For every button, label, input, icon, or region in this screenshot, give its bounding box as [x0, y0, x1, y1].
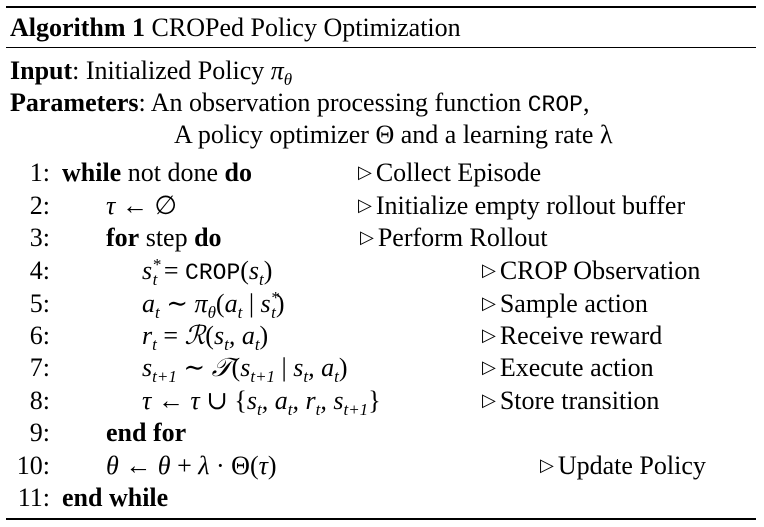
comment-marker: ▷ — [482, 325, 496, 345]
input-text: Initialized Policy — [85, 56, 271, 85]
line-code: τ ← τ ∪ {st, at, rt, st+1} — [142, 386, 381, 419]
kw-do: do — [194, 223, 222, 252]
algorithm-name: CROPed Policy Optimization — [151, 13, 461, 42]
line-number: 8: — [29, 386, 50, 415]
line-comment: ▷ Execute action — [482, 352, 654, 386]
algorithm-line-11: 11: end while — [6, 482, 758, 514]
algorithm-line-3: 3: for step do ▷ Perform Rollout — [6, 222, 758, 254]
line-comment: ▷ Initialize empty rollout buffer — [358, 190, 685, 224]
comment-marker: ▷ — [482, 260, 496, 280]
comment-marker: ▷ — [358, 162, 372, 182]
line-number: 6: — [29, 321, 50, 350]
parameters-line-2: A policy optimizer Θ and a learning rate… — [174, 120, 613, 149]
comment-marker: ▷ — [482, 357, 496, 377]
line-code: τ ← ∅ — [106, 191, 177, 220]
algorithm-line-5: 5: at ∼ πθ(at | s*t) ▷ Sample action — [6, 288, 758, 322]
policy-symbol: πθ — [270, 56, 293, 89]
line-code: for step do — [106, 222, 222, 254]
line-number: 11: — [17, 483, 50, 512]
line-comment: ▷ Collect Episode — [358, 157, 541, 191]
line-number: 1: — [29, 158, 50, 187]
algorithm-line-6: 6: rt = ℛ(st, at) ▷ Receive reward — [6, 320, 758, 354]
algorithm-block: Algorithm 1 CROPed Policy Optimization I… — [6, 0, 758, 527]
line-number: 5: — [29, 289, 50, 318]
parameters-comma: , — [582, 88, 590, 117]
algorithm-line-4: 4: s*t = CROP(st) ▷ CROP Observation — [6, 255, 758, 289]
parameters-label: Parameters — [10, 88, 139, 117]
algorithm-line-8: 8: τ ← τ ∪ {st, at, rt, st+1} ▷ Store tra… — [6, 385, 758, 419]
algorithm-label: Algorithm 1 — [10, 13, 146, 42]
mid-rule — [6, 47, 756, 48]
line-number: 10: — [16, 451, 50, 480]
comment-text: Sample action — [499, 289, 648, 318]
comment-text: Perform Rollout — [377, 223, 548, 252]
line-number: 2: — [29, 191, 50, 220]
crop-function-name: CROP — [527, 92, 583, 118]
input-label: Input — [10, 56, 73, 85]
line-comment: ▷ Sample action — [482, 288, 648, 322]
top-rule — [6, 6, 756, 8]
line-comment: ▷ Perform Rollout — [360, 222, 548, 256]
kw-while: while — [62, 158, 122, 187]
comment-marker: ▷ — [358, 195, 372, 215]
comment-text: Update Policy — [557, 451, 706, 480]
comment-text: Store transition — [499, 386, 660, 415]
algorithm-line-9: 9: end for — [6, 417, 758, 449]
algorithm-line-7: 7: st+1 ∼ 𝒯(st+1 | st, at) ▷ Execute acti… — [6, 352, 758, 386]
comment-text: Execute action — [499, 353, 654, 382]
comment-marker: ▷ — [482, 293, 496, 313]
comment-marker: ▷ — [482, 390, 496, 410]
line-code: at ∼ πθ(at | s*t) — [142, 288, 285, 322]
comment-text: Collect Episode — [375, 158, 542, 187]
input-line: Input: Initialized Policy πθ — [10, 56, 293, 89]
line-code: st+1 ∼ 𝒯(st+1 | st, at) — [142, 353, 348, 386]
line-comment: ▷ Store transition — [482, 385, 659, 419]
comment-text: Receive reward — [499, 321, 663, 350]
line-comment: ▷ CROP Observation — [482, 255, 700, 289]
comment-text: Initialize empty rollout buffer — [375, 191, 686, 220]
line-code: s*t = CROP(st) — [142, 255, 273, 289]
algorithm-title: Algorithm 1 CROPed Policy Optimization — [10, 11, 461, 45]
line-number: 3: — [29, 223, 50, 252]
line-number: 9: — [29, 418, 50, 447]
line-code: rt = ℛ(st, at) — [142, 321, 269, 354]
line-code: while not done do — [62, 157, 252, 189]
algorithm-line-2: 2: τ ← ∅ ▷ Initialize empty rollout buffe… — [6, 190, 758, 222]
algorithm-line-10: 10: θ ← θ + λ · Θ(τ) ▷ Update Policy — [6, 450, 758, 482]
kw-step: step — [139, 223, 195, 252]
line-code: θ ← θ + λ · Θ(τ) — [106, 451, 277, 480]
comment-marker: ▷ — [360, 227, 374, 247]
line-number: 7: — [29, 353, 50, 382]
line-code: end while — [62, 482, 168, 514]
line-number: 4: — [29, 256, 50, 285]
kw-for: for — [106, 223, 140, 252]
parameters-prefix: An observation processing function — [150, 88, 528, 117]
line-comment: ▷ Update Policy — [540, 450, 706, 484]
kw-end-for: end for — [106, 418, 187, 447]
line-comment: ▷ Receive reward — [482, 320, 662, 354]
parameters-line-1: Parameters: An observation processing fu… — [10, 88, 590, 118]
line-code: end for — [106, 417, 186, 449]
bottom-rule — [6, 518, 756, 520]
kw-end-while: end while — [62, 483, 169, 512]
comment-text: CROP Observation — [499, 256, 701, 285]
algorithm-line-1: 1: while not done do ▷ Collect Episode — [6, 157, 758, 189]
kw-do: do — [224, 158, 252, 187]
comment-marker: ▷ — [540, 455, 554, 475]
kw-not-done: not done — [121, 158, 225, 187]
